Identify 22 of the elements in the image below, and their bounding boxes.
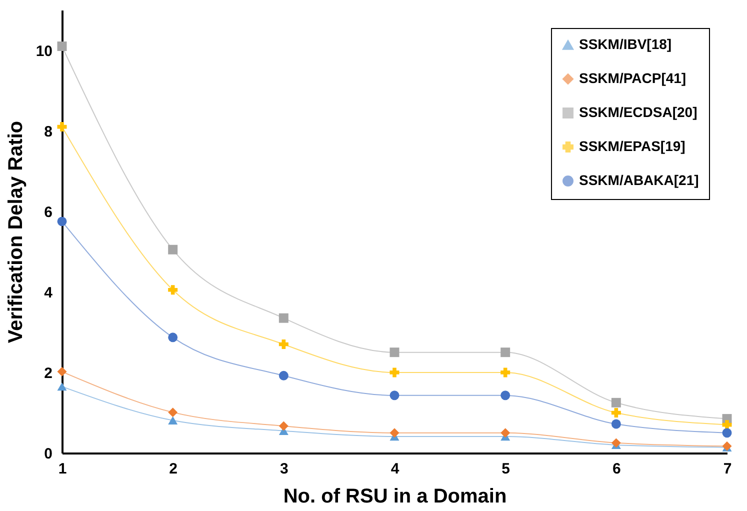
x-tick-label: 2 [169,460,178,478]
y-tick-label: 8 [44,123,52,140]
x-tick-label: 6 [612,460,621,478]
x-tick-label: 1 [58,460,67,478]
y-tick-label: 2 [44,364,52,382]
y-tick-label: 10 [36,42,52,60]
legend-label: SSKM/PACP[41] [579,70,686,86]
y-tick-label: 0 [44,446,52,462]
point [611,408,621,418]
legend-label: SSKM/IBV[18] [579,36,672,52]
x-tick-label: 7 [723,460,732,478]
x-tick-label: 3 [280,460,288,478]
legend-label: SSKM/EPAS[19] [579,138,686,154]
legend-label: SSKM/ECDSA[20] [579,104,698,120]
y-tick-label: 6 [44,204,52,221]
y-axis-title: Verification Delay Ratio [4,120,27,344]
y-tick-label: 4 [44,284,54,302]
point [278,340,288,350]
legend-label: SSKM/ABAKA[21] [579,172,699,188]
x-tick-label: 4 [390,460,400,478]
x-tick-label: 5 [502,460,510,478]
x-axis-title: No. of RSU in a Domain [283,486,507,508]
